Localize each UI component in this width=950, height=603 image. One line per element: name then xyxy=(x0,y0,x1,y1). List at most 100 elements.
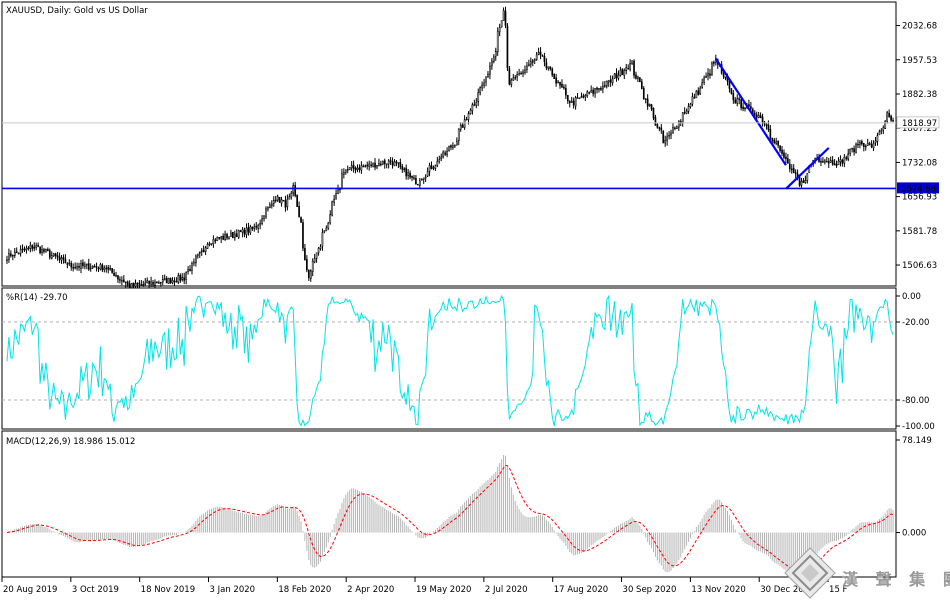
price-candle-body xyxy=(15,251,18,254)
williams-r-axis-label: -20.00 xyxy=(902,318,929,328)
price-candle-body xyxy=(109,268,112,270)
price-candle-body xyxy=(23,249,26,251)
price-candle-body xyxy=(249,226,252,234)
price-candle-body xyxy=(438,159,441,162)
price-candle-body xyxy=(471,104,474,112)
price-candle-body xyxy=(843,156,846,164)
price-candle-body xyxy=(389,160,392,162)
price-candle-body xyxy=(524,69,526,74)
time-axis-label: 30 Sep 2020 xyxy=(623,585,677,595)
price-candle-body xyxy=(366,164,369,167)
current-price-tag: 1818.97 xyxy=(902,119,937,129)
price-candle-body xyxy=(97,267,100,270)
price-pane[interactable] xyxy=(1,1,897,287)
price-candle-body xyxy=(218,237,221,239)
williams-r-line xyxy=(6,294,894,427)
price-candle-body xyxy=(417,184,419,186)
price-candle-body xyxy=(115,274,117,277)
price-candle-body xyxy=(635,74,637,79)
price-candle-body xyxy=(37,245,39,247)
williams-r-pane[interactable] xyxy=(1,287,897,430)
price-candle-body xyxy=(19,249,22,254)
price-candle-body xyxy=(533,59,536,62)
price-candle-body xyxy=(362,165,365,168)
price-candle-body xyxy=(623,70,626,76)
price-candle-body xyxy=(41,249,43,253)
price-candle-body xyxy=(181,277,184,280)
price-candle-body xyxy=(734,99,737,104)
price-candle-body xyxy=(531,60,534,63)
price-candle-body xyxy=(407,172,409,176)
time-axis-label: 18 Nov 2019 xyxy=(141,585,195,595)
price-candle-body xyxy=(788,163,791,170)
macd-pane[interactable] xyxy=(1,430,897,578)
price-candle-body xyxy=(306,259,308,271)
price-candle-body xyxy=(477,92,480,102)
price-candle-body xyxy=(582,95,585,98)
price-candle-body xyxy=(570,101,573,103)
price-candle-body xyxy=(888,112,890,117)
price-candle-body xyxy=(644,98,647,100)
price-candle-body xyxy=(84,264,86,267)
price-candle-body xyxy=(58,256,61,260)
price-candle-body xyxy=(374,162,376,168)
price-candle-body xyxy=(126,281,129,285)
price-candle-body xyxy=(588,92,591,94)
price-candle-body xyxy=(72,267,75,269)
price-candle-body xyxy=(413,177,415,179)
price-candle-body xyxy=(64,258,67,264)
price-candle-body xyxy=(35,245,38,248)
price-candle-body xyxy=(195,255,197,264)
price-candle-body xyxy=(296,194,298,207)
price-candle-body xyxy=(424,176,427,179)
price-candle-body xyxy=(239,230,242,233)
price-candle-body xyxy=(861,141,863,145)
price-candle-body xyxy=(890,115,892,121)
price-candle-body xyxy=(681,112,684,123)
price-candle-body xyxy=(613,73,616,79)
price-candle-body xyxy=(185,272,187,280)
price-candle-body xyxy=(136,282,139,285)
price-candle-body xyxy=(348,167,351,171)
price-candle-body xyxy=(444,152,446,155)
price-candle-body xyxy=(652,108,655,119)
price-candle-body xyxy=(849,148,852,154)
price-candle-body xyxy=(487,73,489,77)
price-candle-body xyxy=(193,261,195,264)
price-candle-body xyxy=(845,157,848,159)
price-candle-body xyxy=(685,110,688,114)
price-candle-body xyxy=(514,76,517,79)
price-candle-body xyxy=(208,243,211,245)
price-candle-body xyxy=(333,199,335,203)
price-candle-body xyxy=(699,87,702,95)
price-candle-body xyxy=(383,160,386,165)
downtrend-trendline xyxy=(714,58,787,166)
price-candle-body xyxy=(806,173,809,181)
price-candle-body xyxy=(876,135,879,142)
price-candle-body xyxy=(800,181,803,186)
price-candle-body xyxy=(670,132,672,136)
price-candle-body xyxy=(339,188,341,191)
price-axis-label: 1807.23 xyxy=(902,124,937,134)
price-candle-body xyxy=(148,280,150,285)
price-candle-body xyxy=(179,275,182,281)
price-candle-body xyxy=(27,247,30,250)
price-candle-body xyxy=(603,85,606,87)
price-candle-body xyxy=(198,251,201,254)
price-candle-body xyxy=(33,246,36,249)
price-candle-body xyxy=(592,89,594,94)
price-candle-body xyxy=(99,264,102,270)
price-candle-body xyxy=(156,281,158,284)
price-candle-body xyxy=(177,275,180,283)
price-candle-body xyxy=(259,223,261,226)
price-candle-body xyxy=(679,121,682,123)
trendlines[interactable] xyxy=(2,58,896,190)
price-candle-body xyxy=(196,253,199,257)
williams-r-title: %R(14) -29.70 xyxy=(6,293,68,303)
price-axis-label: 2032.68 xyxy=(902,22,937,32)
price-candle-body xyxy=(393,161,396,167)
price-candle-body xyxy=(855,143,857,153)
price-candle-body xyxy=(233,233,236,238)
